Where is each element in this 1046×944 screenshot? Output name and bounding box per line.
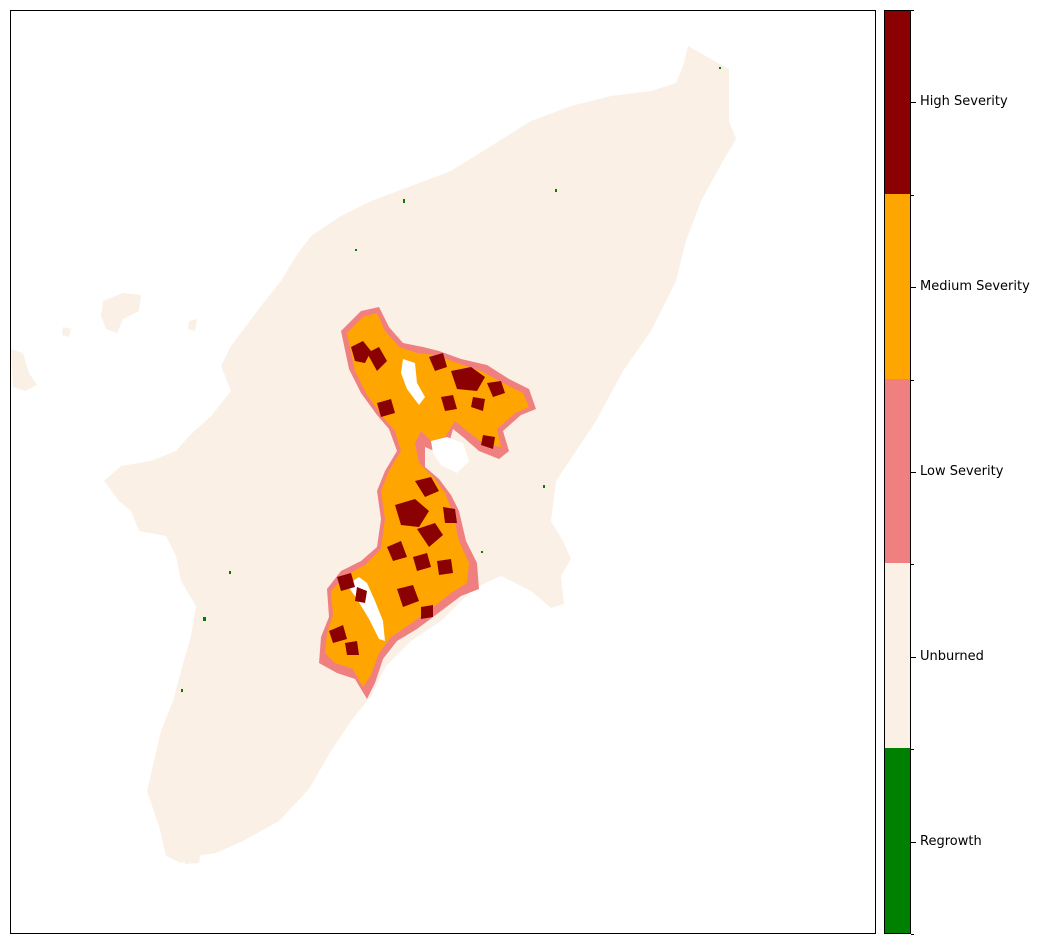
map-svg (11, 46, 736, 864)
colorbar-label: Unburned (920, 648, 984, 664)
colorbar-segment-high-severity (885, 11, 910, 194)
high-severity-patches (329, 341, 505, 655)
colorbar-boundary-tick (911, 749, 914, 750)
colorbar-label: Regrowth (920, 833, 982, 849)
islet-west-3 (62, 327, 71, 337)
colorbar-segment-medium-severity (885, 193, 910, 379)
islet-west-2 (11, 349, 37, 391)
colorbar-tick (911, 287, 916, 288)
colorbar-boundary-tick (911, 380, 914, 381)
burn-gap-center (431, 437, 469, 473)
colorbar (884, 10, 911, 934)
colorbar-boundary-tick (911, 564, 914, 565)
colorbar-boundary-tick (911, 195, 914, 196)
colorbar-tick (911, 657, 916, 658)
islet-west-1 (101, 293, 141, 333)
colorbar-segment-unburned (885, 563, 910, 749)
colorbar-label: Low Severity (920, 464, 1004, 479)
colorbar-label: Medium Severity (920, 279, 1030, 295)
colorbar-tick (911, 102, 916, 103)
colorbar-label: High Severity (920, 94, 1008, 110)
islet-south (183, 851, 201, 864)
islet-west-4 (188, 319, 197, 331)
colorbar-boundary-tick (911, 934, 914, 935)
regrowth-specks (181, 67, 721, 692)
colorbar-tick (911, 842, 916, 843)
colorbar-boundary-tick (911, 10, 914, 11)
burn-severity-map (10, 10, 876, 934)
colorbar-tick (911, 472, 916, 473)
colorbar-segment-low-severity (885, 378, 910, 564)
colorbar-segment-regrowth (885, 748, 910, 933)
burn-gap-north (401, 359, 425, 405)
